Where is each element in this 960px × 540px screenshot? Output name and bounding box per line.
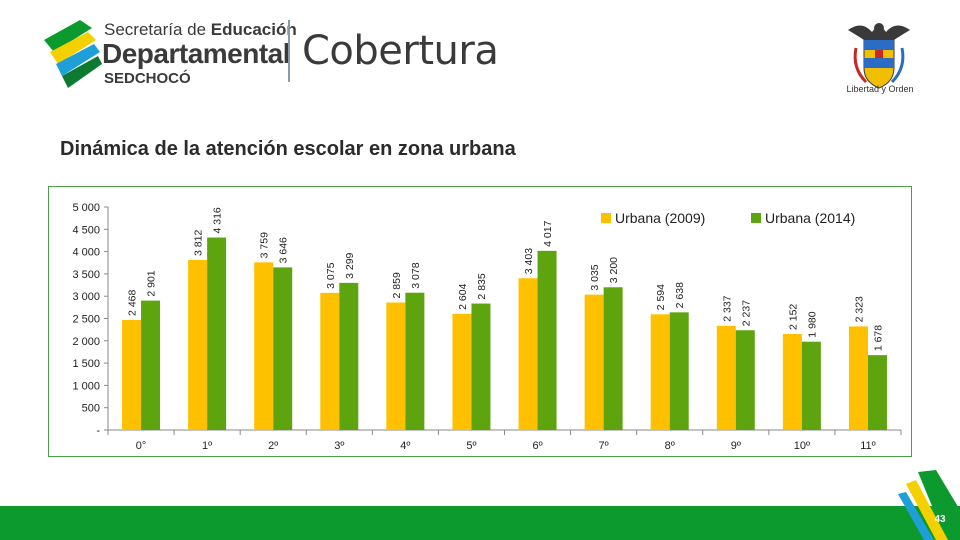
x-tick-label: 1º: [202, 440, 212, 452]
x-tick-label: 10º: [794, 440, 810, 452]
data-label: 2 604: [457, 283, 469, 309]
bar-2009: [848, 326, 868, 430]
chart-frame: - 500 1 000 1 500 2 000 2 500 3 000 3 500 4 000 4…: [48, 186, 912, 457]
legend-swatch: [751, 213, 761, 223]
legend-label: Urbana (2009): [615, 210, 705, 226]
logo-line1: Secretaría de Educación: [104, 20, 297, 39]
bar-2009: [122, 319, 142, 430]
data-label: 2 237: [740, 300, 752, 326]
bar-2014: [339, 282, 359, 430]
legend-label: Urbana (2014): [765, 210, 855, 226]
bar-2009: [584, 294, 604, 430]
data-label: 4 316: [212, 207, 224, 233]
x-tick-label: 9º: [731, 440, 741, 452]
data-label: 2 859: [391, 272, 403, 298]
seal-motto: Libertad y Orden: [846, 84, 914, 94]
bar-2009: [320, 292, 340, 430]
y-tick-label: 2 500: [72, 314, 100, 326]
data-label: 3 078: [410, 262, 422, 288]
data-label: 2 337: [721, 295, 733, 321]
bar-chart: - 500 1 000 1 500 2 000 2 500 3 000 3 500 4 000 4…: [72, 202, 902, 452]
y-tick-label: 3 500: [72, 269, 100, 281]
bar-2009: [782, 334, 802, 430]
sedchoco-logo: Secretaría de Educación Departamental SE…: [40, 18, 500, 90]
bar-2009: [650, 314, 670, 430]
bar-2009: [518, 278, 538, 430]
bar-2009: [188, 259, 208, 430]
bar-2009: [254, 262, 274, 430]
data-label: 2 468: [127, 289, 139, 315]
y-tick-label: 5 000: [72, 202, 100, 214]
x-tick-label: 0°: [136, 440, 147, 452]
data-label: 3 403: [523, 248, 535, 274]
x-tick-label: 11º: [860, 440, 875, 452]
data-label: 3 759: [259, 232, 271, 258]
y-tick-label: 4 500: [72, 224, 100, 236]
y-tick-label: 4 000: [72, 247, 100, 259]
footer-bar: [0, 506, 960, 540]
bar-2014: [273, 267, 293, 430]
page-number: 43: [934, 514, 946, 525]
page-title: Dinámica de la atención escolar en zona …: [60, 138, 516, 160]
bar-2014: [867, 355, 887, 430]
logo-line2: Departamental: [102, 38, 291, 69]
y-tick-label: 3 000: [72, 291, 100, 303]
bar-2009: [452, 313, 472, 430]
data-label: 3 035: [589, 264, 601, 290]
bar-2014: [207, 237, 227, 430]
corner-stripes-icon: [898, 470, 960, 540]
data-label: 1 980: [806, 311, 818, 337]
y-tick-label: -: [96, 425, 100, 437]
data-label: 3 646: [278, 237, 290, 263]
y-tick-label: 2 000: [72, 336, 100, 348]
bar-2009: [386, 302, 406, 430]
data-label: 3 299: [344, 252, 356, 278]
bar-2014: [471, 303, 491, 430]
bar-2014: [405, 292, 425, 430]
bar-2014: [669, 312, 689, 430]
data-label: 1 678: [872, 325, 884, 351]
data-label: 4 017: [542, 220, 554, 246]
data-label: 2 152: [787, 304, 799, 330]
data-label: 3 200: [608, 257, 620, 283]
bar-2014: [603, 287, 623, 430]
x-tick-label: 6º: [532, 440, 542, 452]
bar-2014: [801, 341, 821, 430]
y-tick-label: 1 000: [72, 380, 100, 392]
coat-of-arms-icon: [848, 23, 910, 89]
x-tick-label: 4º: [400, 440, 410, 452]
data-label: 2 901: [146, 270, 158, 296]
logo-stripes-icon: [44, 20, 102, 88]
data-label: 3 075: [325, 262, 337, 288]
data-label: 2 835: [476, 273, 488, 299]
logo-cobertura: Cobertura: [302, 28, 499, 74]
data-label: 3 812: [193, 230, 205, 256]
legend-swatch: [601, 213, 611, 223]
data-label: 2 638: [674, 282, 686, 308]
x-tick-label: 8º: [665, 440, 675, 452]
logo-divider: [288, 20, 290, 82]
x-tick-label: 7º: [599, 440, 609, 452]
y-tick-label: 1 500: [72, 358, 100, 370]
bar-2014: [141, 300, 161, 430]
data-label: 2 323: [853, 296, 865, 322]
x-tick-label: 5º: [466, 440, 476, 452]
y-tick-label: 500: [82, 403, 100, 415]
data-label: 2 594: [655, 284, 667, 310]
logo-line3: SEDCHOCÓ: [104, 70, 191, 87]
x-tick-label: 3º: [334, 440, 344, 452]
x-tick-label: 2º: [268, 440, 278, 452]
bar-2014: [537, 250, 557, 430]
bar-2009: [716, 325, 736, 430]
bar-2014: [735, 330, 755, 430]
